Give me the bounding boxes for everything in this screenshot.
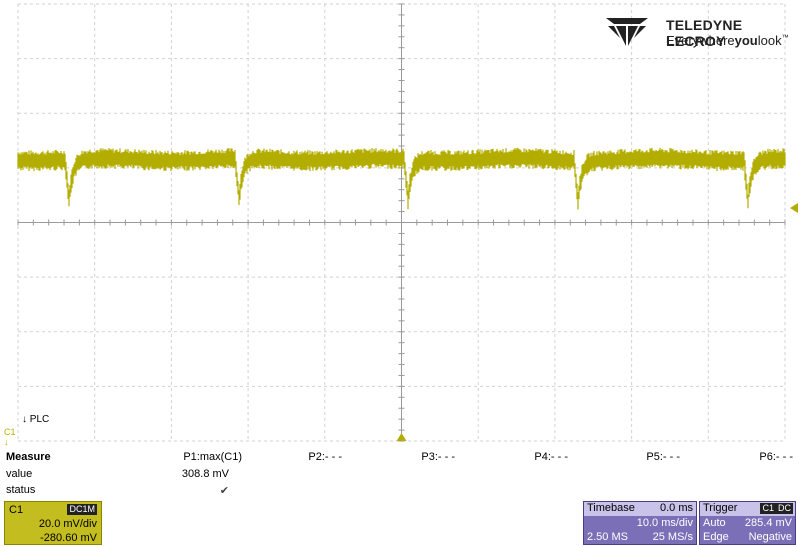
param-name[interactable]: P3:- - -: [421, 451, 455, 463]
status-label: status: [6, 484, 36, 496]
channel-name: C1: [9, 504, 24, 516]
timebase-descriptor[interactable]: Timebase 0.0 ms 10.0 ms/div 2.50 MS 25 M…: [583, 501, 697, 545]
trigger-mode: Auto: [703, 517, 726, 529]
measure-panel: Measure P1:max(C1) P2:- - - P3:- - - P4:…: [0, 451, 800, 499]
measure-title: Measure: [6, 451, 51, 463]
plc-label: ↓ PLC: [22, 414, 50, 425]
channel-c1-descriptor[interactable]: C1 DC1M 20.0 mV/div -280.60 mV: [4, 501, 102, 545]
timebase-header: [584, 502, 696, 516]
channel-offset: -280.60 mV: [40, 532, 97, 544]
channel-scale: 20.0 mV/div: [38, 518, 97, 530]
param-name[interactable]: P1:max(C1): [183, 451, 242, 463]
teledyne-logo-icon: [606, 18, 648, 46]
value-label: value: [6, 468, 33, 480]
trigger-coupling-badge: DC: [776, 503, 793, 514]
param-value: 308.8 mV: [181, 468, 229, 480]
timebase-delay: 0.0 ms: [659, 502, 693, 514]
param-name[interactable]: P2:- - -: [308, 451, 342, 463]
brand-name: TELEDYNE LECROY: [666, 17, 743, 49]
timebase-label: Timebase: [587, 502, 635, 514]
trigger-slope: Negative: [748, 531, 792, 543]
trigger-source-badge: C1: [760, 503, 776, 514]
trigger-position-marker: [396, 433, 407, 441]
param-name[interactable]: P5:- - -: [646, 451, 680, 463]
trigger-type: Edge: [703, 531, 729, 543]
channel-ground-marker[interactable]: C1 ↓: [4, 427, 16, 447]
timebase-scale: 10.0 ms/div: [636, 517, 693, 529]
trigger-label: Trigger: [703, 502, 738, 514]
timebase-samples: 2.50 MS: [587, 531, 628, 543]
teledyne-lecroy-logo: TELEDYNE LECROY Everywhereyoulook™: [604, 14, 794, 49]
status-check-icon: ✔: [219, 485, 229, 497]
waveform-trace: [17, 147, 786, 210]
waveform-display[interactable]: [0, 0, 800, 447]
trigger-descriptor[interactable]: Trigger C1 DC Auto 285.4 mV Edge Negativ…: [699, 501, 796, 545]
trigger-level: 285.4 mV: [744, 517, 792, 529]
brand-tagline: Everywhereyoulook™: [666, 33, 789, 48]
coupling-badge: DC1M: [67, 504, 97, 515]
param-name[interactable]: P6:- - -: [759, 451, 793, 463]
param-name[interactable]: P4:- - -: [534, 451, 568, 463]
trigger-level-marker: [790, 203, 798, 213]
timebase-rate: 25 MS/s: [652, 531, 693, 543]
